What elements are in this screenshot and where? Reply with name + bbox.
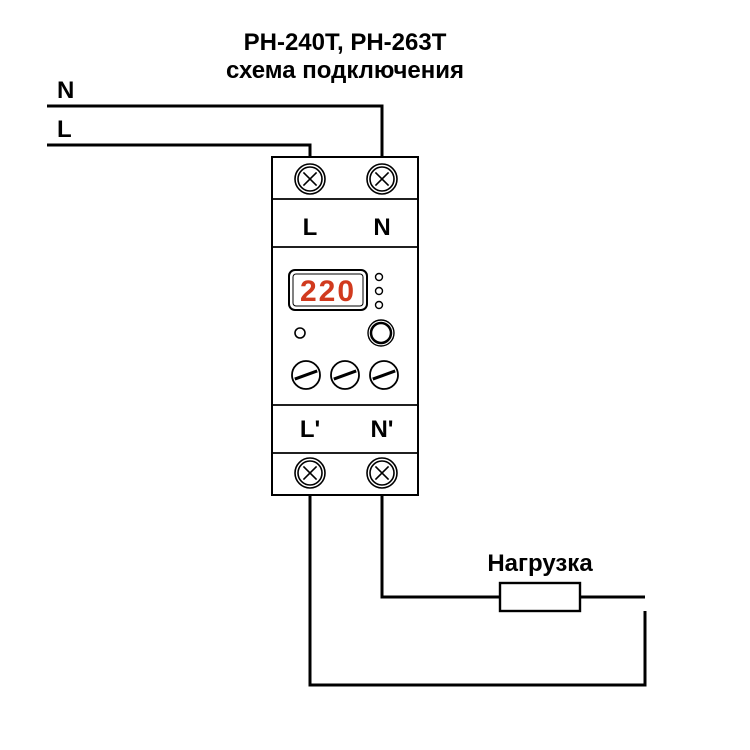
title-line-2: схема подключения xyxy=(226,57,464,84)
relay-device: L N L' N' 220 xyxy=(272,157,418,495)
terminal-label-n-out: N' xyxy=(370,416,393,443)
led-indicator xyxy=(376,302,383,309)
title-line-1: PH-240T, PH-263T xyxy=(244,29,447,56)
screw-bottom-n xyxy=(367,458,397,488)
screw-bottom-l xyxy=(295,458,325,488)
led-indicator xyxy=(376,288,383,295)
indicator-dot xyxy=(295,328,305,338)
load-label: Нагрузка xyxy=(487,550,593,577)
terminal-label-l-out: L' xyxy=(300,416,320,443)
label-l: L xyxy=(57,116,72,143)
led-indicator xyxy=(376,274,383,281)
load-symbol xyxy=(500,583,580,611)
label-n: N xyxy=(57,77,74,104)
display-value: 220 xyxy=(300,275,356,308)
adjust-knob xyxy=(331,361,359,389)
push-button xyxy=(371,323,391,343)
adjust-knob xyxy=(292,361,320,389)
terminal-label-l: L xyxy=(303,214,318,241)
screw-top-l xyxy=(295,164,325,194)
terminal-label-n: N xyxy=(373,214,390,241)
screw-top-n xyxy=(367,164,397,194)
adjust-knob xyxy=(370,361,398,389)
